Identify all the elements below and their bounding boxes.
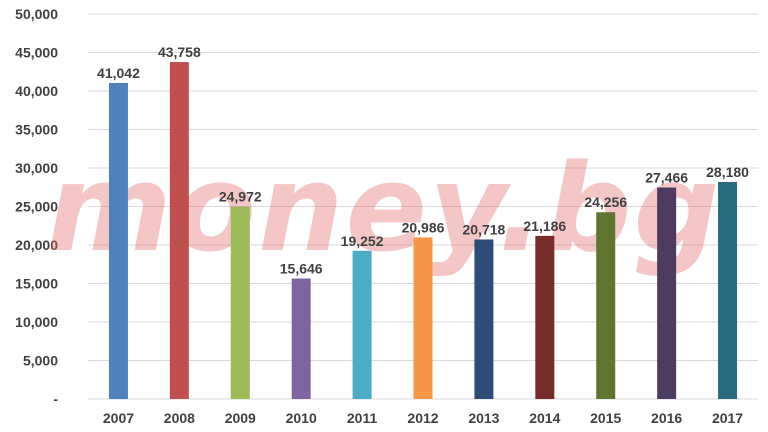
- y-tick-label: 20,000: [15, 237, 58, 253]
- y-tick-label: 25,000: [15, 199, 58, 215]
- bar-2008: [169, 62, 189, 399]
- bar-2009: [230, 206, 250, 399]
- x-tick-label-2007: 2007: [103, 410, 134, 426]
- bar-2013: [474, 239, 494, 399]
- data-label-2015: 24,256: [584, 194, 627, 210]
- y-tick-label: 50,000: [15, 6, 58, 22]
- data-label-2014: 21,186: [523, 218, 566, 234]
- data-label-2007: 41,042: [97, 65, 140, 81]
- bars: [108, 62, 738, 400]
- x-tick-label-2016: 2016: [651, 410, 682, 426]
- x-axis-tick-labels: 2007 2008 2009 2010 2011 2012 2013 2014 2015 2016…: [103, 410, 743, 426]
- y-tick-label: -: [53, 391, 58, 407]
- y-tick-label: 5,000: [23, 353, 58, 369]
- x-tick-label-2011: 2011: [347, 410, 378, 426]
- y-tick-label: 45,000: [15, 45, 58, 61]
- bar-2015: [596, 212, 616, 399]
- data-labels: 41,042 43,758 24,972 15,646 19,252 20,986 20,7…: [97, 44, 749, 276]
- bar-2010: [291, 278, 311, 399]
- bar-2016: [657, 187, 677, 399]
- y-tick-label: 30,000: [15, 160, 58, 176]
- bar-2014: [535, 235, 555, 399]
- bar-2017: [718, 182, 738, 399]
- data-label-2011: 19,252: [341, 233, 384, 249]
- x-tick-label-2012: 2012: [407, 410, 438, 426]
- bar-2011: [352, 250, 372, 399]
- y-tick-label: 15,000: [15, 276, 58, 292]
- data-label-2017: 28,180: [706, 164, 749, 180]
- x-tick-label-2008: 2008: [164, 410, 195, 426]
- x-tick-label-2010: 2010: [286, 410, 317, 426]
- y-tick-label: 40,000: [15, 83, 58, 99]
- x-tick-label-2015: 2015: [590, 410, 621, 426]
- data-label-2012: 20,986: [402, 219, 445, 235]
- x-tick-label-2017: 2017: [712, 410, 743, 426]
- bar-2012: [413, 237, 433, 399]
- x-tick-label-2014: 2014: [529, 410, 560, 426]
- data-label-2008: 43,758: [158, 44, 201, 60]
- data-label-2016: 27,466: [645, 170, 688, 186]
- x-tick-label-2009: 2009: [225, 410, 256, 426]
- data-label-2009: 24,972: [219, 189, 262, 205]
- data-label-2010: 15,646: [280, 261, 323, 277]
- data-label-2013: 20,718: [462, 221, 505, 237]
- y-tick-label: 35,000: [15, 122, 58, 138]
- y-axis-tick-labels: - 5,000 10,000 15,000 20,000 25,000 30,000 35,0…: [15, 6, 58, 407]
- x-tick-label-2013: 2013: [468, 410, 499, 426]
- y-tick-label: 10,000: [15, 314, 58, 330]
- bar-2007: [108, 82, 128, 400]
